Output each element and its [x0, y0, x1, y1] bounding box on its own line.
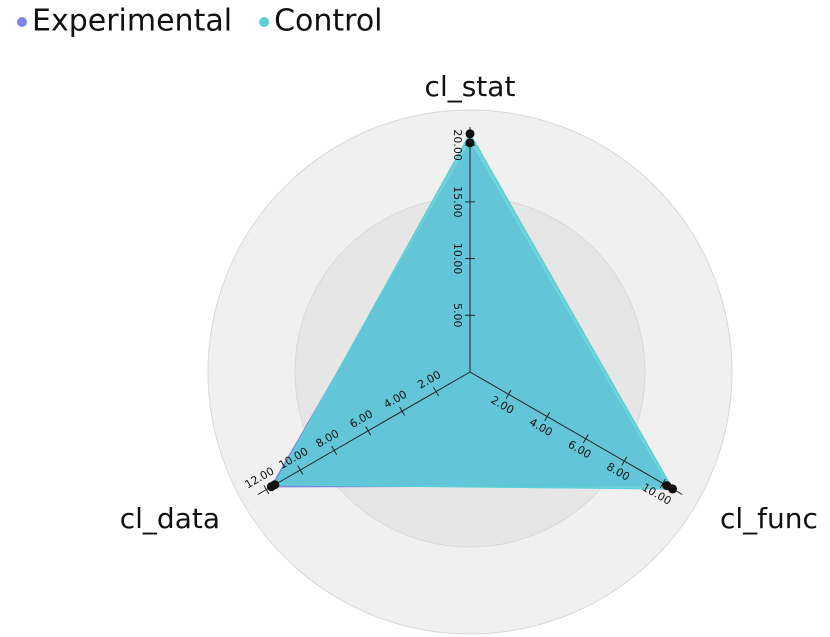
tick-label: 15.00	[451, 186, 464, 218]
axis-line	[469, 371, 683, 495]
tick-mark	[505, 389, 512, 399]
axis-name: cl_func	[720, 502, 818, 535]
vertex-dot	[465, 129, 475, 139]
vertex-dot	[270, 480, 280, 490]
axis-name: cl_stat	[425, 70, 516, 103]
tick-mark	[365, 426, 372, 436]
tick-mark	[263, 485, 270, 495]
tick-mark	[297, 465, 304, 475]
tick-label: 5.00	[451, 303, 464, 328]
tick-mark	[331, 445, 338, 455]
tick-mark	[544, 411, 551, 422]
legend-swatch	[259, 17, 270, 27]
legend-label: Control	[274, 4, 382, 39]
tick-mark	[621, 456, 628, 466]
tick-label: 20.00	[451, 129, 464, 161]
tick-mark	[582, 434, 589, 444]
vertex-dot	[465, 138, 475, 148]
axis-line	[257, 371, 471, 495]
tick-mark	[399, 406, 406, 416]
axis-name: cl_data	[120, 502, 220, 535]
legend-label: Experimental	[32, 4, 232, 39]
vertex-dot	[668, 484, 678, 494]
series-area	[273, 132, 674, 490]
tick-label: 10.00	[451, 243, 464, 275]
legend-swatch	[17, 17, 27, 27]
tick-mark	[433, 387, 439, 397]
